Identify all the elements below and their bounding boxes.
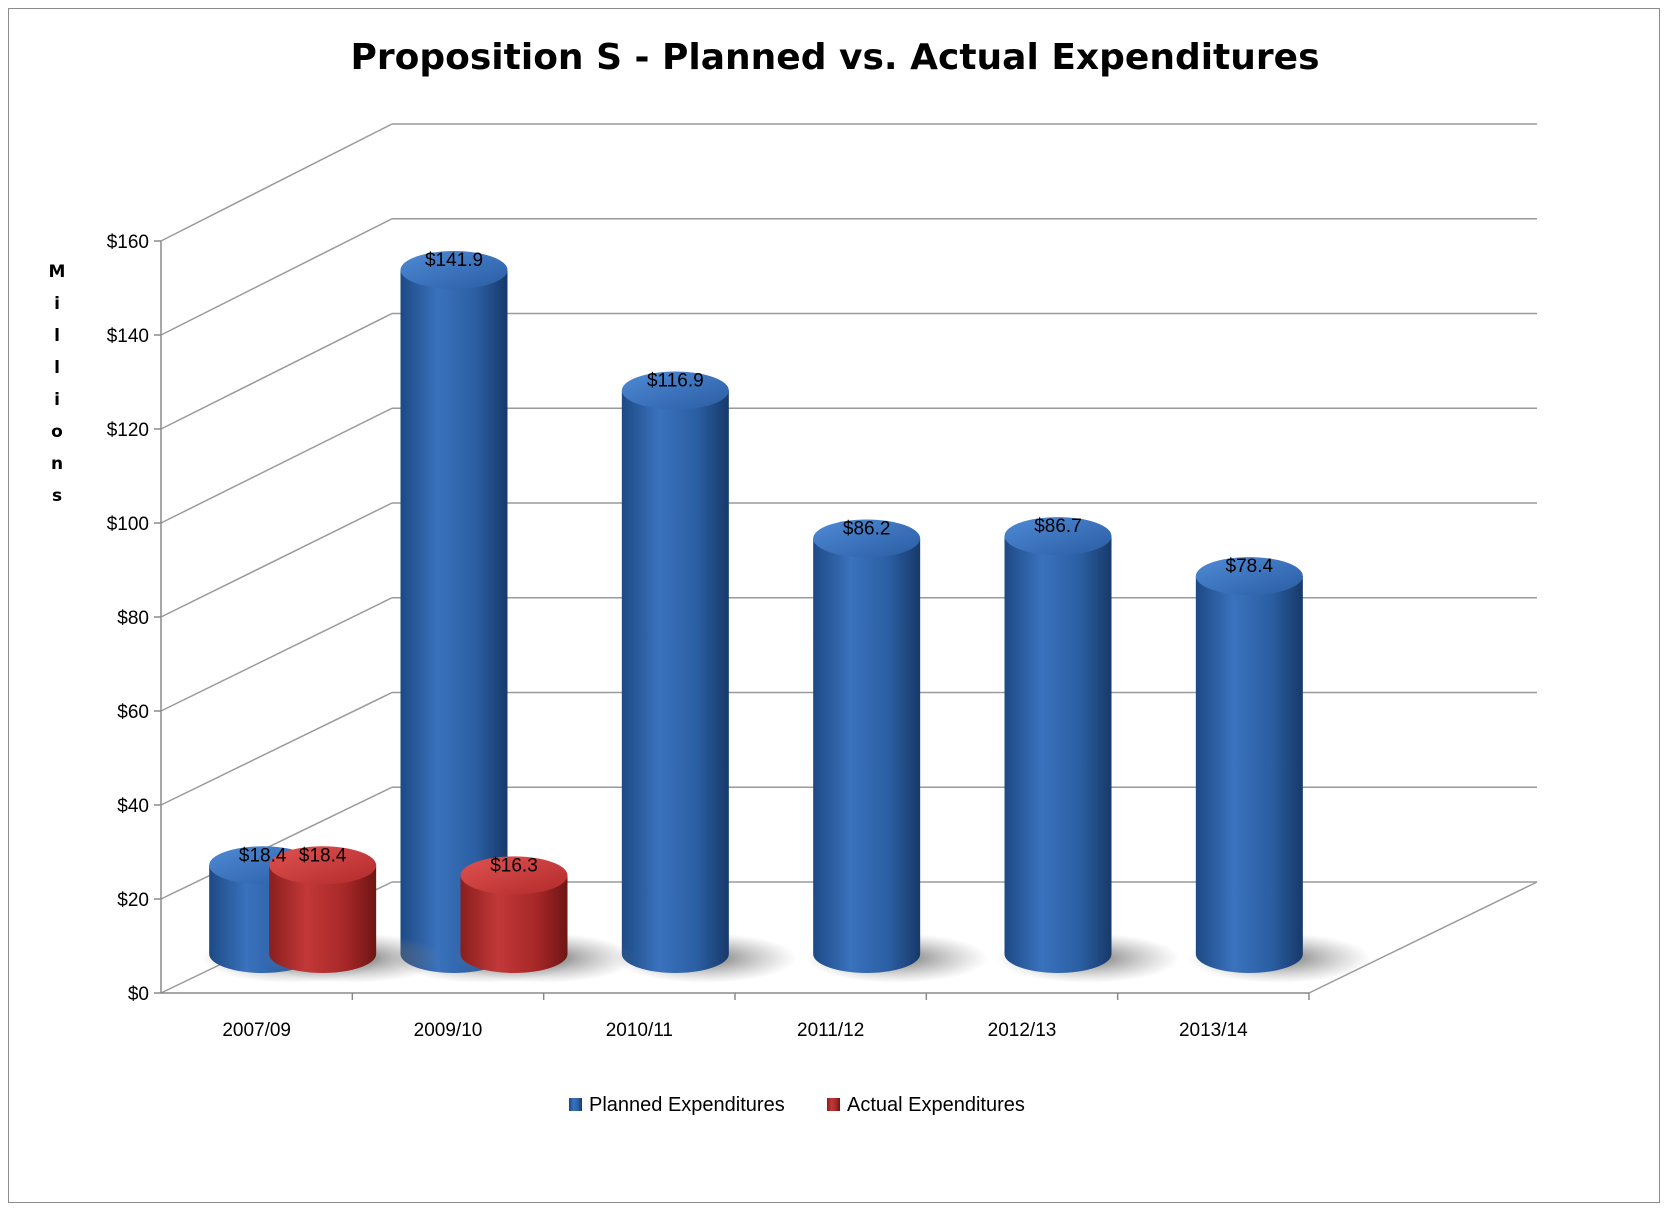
bar-planned-3 (805, 519, 989, 983)
y-tick-label: $40 (117, 796, 149, 817)
legend: Planned Expenditures Actual Expenditures (569, 1094, 1025, 1116)
data-labels: $18.4 $141.9 $116.9 $86.2 $86.7 $78.4 $18.4 $16… (239, 250, 1274, 876)
bar-body (1004, 536, 1112, 973)
legend-swatch-0 (569, 1098, 582, 1111)
floor-right-edge (1308, 881, 1538, 994)
bar-top (460, 856, 568, 895)
y-tick-label: $160 (107, 232, 149, 253)
bar-top (621, 371, 729, 410)
gridline-side (160, 218, 393, 336)
data-label-actual-0: $18.4 (299, 845, 347, 866)
chart-svg: Proposition S - Planned vs. Actual Expen… (49, 37, 1538, 1116)
chart-title: Proposition S - Planned vs. Actual Expen… (351, 37, 1320, 78)
data-label-planned-3: $86.2 (843, 518, 891, 539)
gridline-side (160, 597, 393, 712)
y-tick-label: $140 (107, 326, 149, 347)
bar-body (1195, 576, 1303, 973)
x-tick-label: 2010/11 (606, 1020, 673, 1041)
y-axis-ticks: $0 $20 $40 $60 $80 $100 $120 $140 $160 (107, 232, 161, 1005)
x-tick-label: 2013/14 (1179, 1020, 1248, 1041)
bar-actual-0 (261, 846, 445, 983)
x-axis-ticks: 2007/09 2009/10 2010/11 2011/12 2012/13 2013/… (222, 993, 1310, 1041)
bar-body (400, 270, 508, 973)
gridline-side (160, 407, 393, 524)
y-tick-label: $100 (107, 514, 149, 535)
bar-body (269, 865, 377, 973)
x-tick-label: 2011/12 (797, 1020, 864, 1041)
bar-body (621, 390, 729, 973)
bars (201, 251, 1371, 983)
bar-top (269, 846, 377, 885)
data-label-planned-2: $116.9 (647, 371, 704, 392)
bar-top (1004, 517, 1112, 556)
y-tick-label: $80 (117, 608, 149, 629)
bar-body (813, 538, 921, 973)
gridline-side (160, 312, 393, 430)
y-tick-label: $20 (117, 890, 149, 911)
bar-top (813, 519, 921, 558)
bar-top (1195, 557, 1303, 596)
legend-label-0: Planned Expenditures (589, 1094, 785, 1116)
data-label-actual-1: $16.3 (490, 855, 538, 876)
legend-swatch-1 (827, 1098, 840, 1111)
bar-planned-5 (1187, 557, 1371, 983)
bar-planned-4 (996, 517, 1180, 983)
legend-label-1: Actual Expenditures (847, 1094, 1025, 1116)
grid-layer (160, 123, 1538, 994)
gridline-side (160, 123, 393, 242)
x-tick-label: 2009/10 (414, 1020, 483, 1041)
bar-body (460, 875, 568, 973)
gridline-side (160, 786, 393, 900)
x-tick-label: 2007/09 (222, 1020, 291, 1041)
data-label-planned-1: $141.9 (425, 250, 483, 271)
y-tick-label: $60 (117, 702, 149, 723)
bar-actual-1 (452, 856, 636, 983)
gridline-side (160, 502, 393, 618)
y-tick-label: $120 (107, 420, 149, 441)
data-label-planned-5: $78.4 (1226, 556, 1274, 577)
gridline-side (160, 691, 393, 806)
x-tick-label: 2012/13 (988, 1020, 1057, 1041)
y-tick-label: $0 (128, 984, 149, 1005)
data-label-planned-0: $18.4 (239, 845, 287, 866)
bar-planned-2 (613, 371, 797, 983)
data-label-planned-4: $86.7 (1034, 516, 1082, 537)
chart-frame: Proposition S - Planned vs. Actual Expen… (8, 8, 1660, 1203)
bar-top (400, 251, 508, 289)
